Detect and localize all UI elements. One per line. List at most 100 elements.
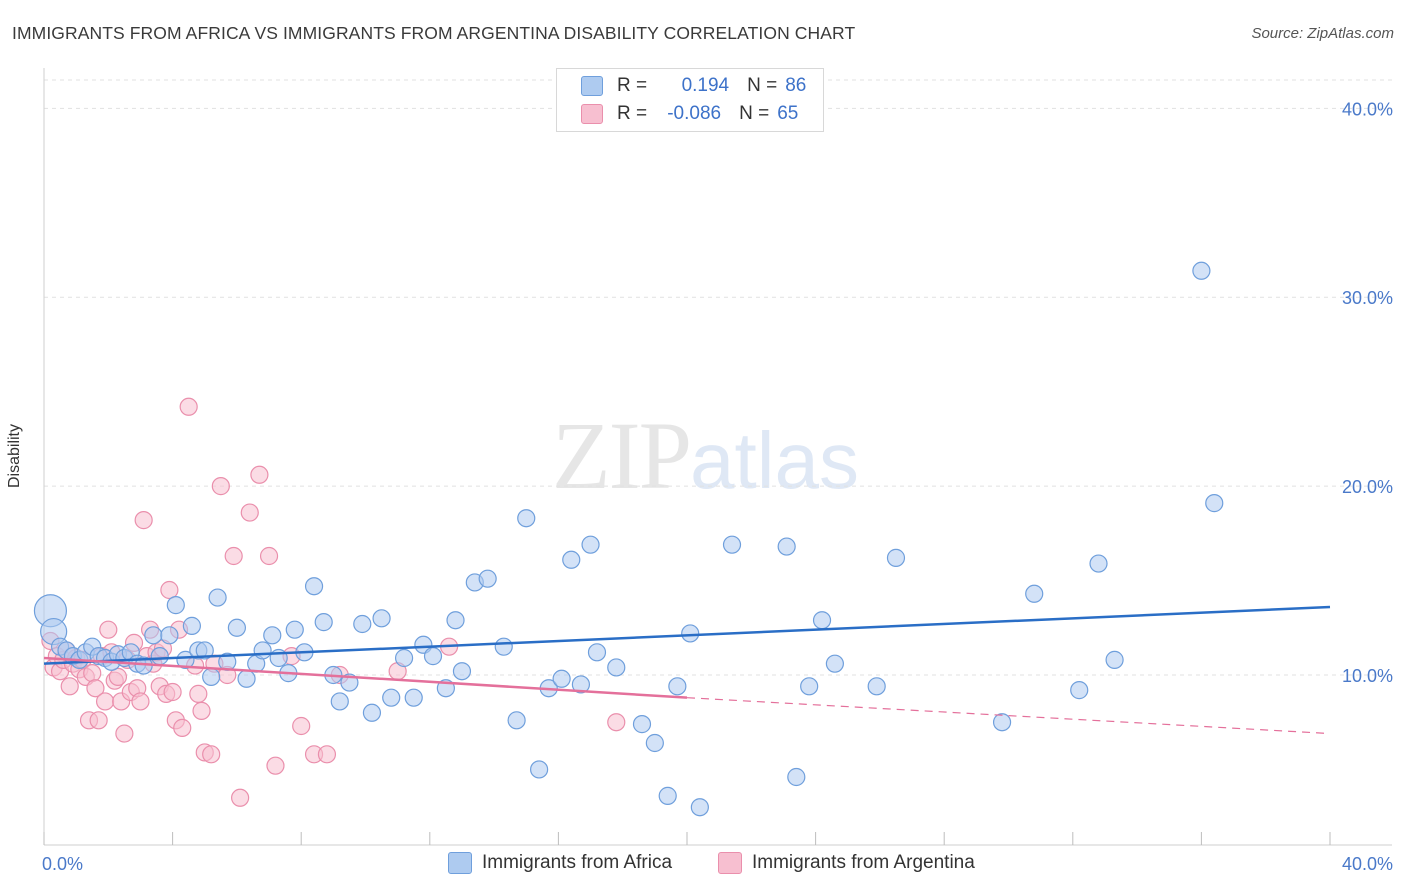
tick-labels: 10.0% 20.0% 30.0% 40.0% 0.0% 40.0% xyxy=(42,99,1393,874)
point-argentina xyxy=(240,503,259,522)
legend-r-label: R = xyxy=(617,103,648,124)
point-africa xyxy=(423,647,443,666)
point-africa xyxy=(330,692,349,711)
legend-n-value: 86 xyxy=(785,75,807,96)
point-africa xyxy=(552,669,571,688)
x-tick-label: 40.0% xyxy=(1342,854,1393,874)
legend-row-argentina: R = -0.086 N = 65 xyxy=(581,102,798,126)
x-tick-label: 0.0% xyxy=(42,854,83,874)
point-argentina xyxy=(108,667,128,686)
point-africa xyxy=(394,648,414,668)
chart-source: Source: ZipAtlas.com xyxy=(1251,25,1394,42)
point-africa xyxy=(581,535,600,554)
point-africa xyxy=(645,733,664,753)
legend-n-label: N = xyxy=(747,75,778,96)
trend-line-argentina-extension xyxy=(686,697,1331,735)
y-tick-label: 40.0% xyxy=(1342,99,1393,119)
point-africa xyxy=(992,713,1012,732)
watermark-atlas: atlas xyxy=(690,416,859,505)
point-africa xyxy=(632,715,652,734)
legend-label-argentina: Immigrants from Argentina xyxy=(752,852,975,873)
point-africa xyxy=(202,667,221,686)
trend-line-argentina xyxy=(43,656,688,699)
point-africa xyxy=(304,577,324,596)
point-africa xyxy=(800,677,819,696)
point-africa xyxy=(362,703,382,722)
y-tick-label: 30.0% xyxy=(1342,288,1393,308)
point-africa xyxy=(182,616,201,635)
point-africa xyxy=(812,611,832,630)
point-argentina xyxy=(607,713,626,732)
point-argentina xyxy=(189,684,208,703)
point-africa xyxy=(658,786,677,805)
trend-line-africa xyxy=(43,605,1331,665)
point-africa xyxy=(562,550,581,569)
point-africa xyxy=(404,688,423,707)
point-argentina xyxy=(250,465,269,484)
point-africa xyxy=(517,509,536,528)
point-africa xyxy=(1192,261,1211,280)
point-africa xyxy=(195,641,214,660)
point-argentina xyxy=(95,692,115,711)
point-africa xyxy=(690,798,709,817)
point-argentina xyxy=(266,756,285,775)
point-africa xyxy=(1070,681,1089,700)
point-africa xyxy=(253,641,272,660)
point-africa xyxy=(353,614,372,634)
point-africa xyxy=(285,620,304,639)
watermark: ZIPatlas xyxy=(552,400,859,511)
legend-item-africa[interactable]: Immigrants from Africa xyxy=(448,852,672,874)
point-argentina xyxy=(224,546,243,566)
point-africa xyxy=(160,626,179,645)
point-argentina xyxy=(134,511,153,530)
point-africa xyxy=(150,647,169,666)
point-argentina xyxy=(211,477,230,496)
legend-n-value: 65 xyxy=(777,103,799,124)
point-africa xyxy=(227,618,246,637)
point-africa xyxy=(263,626,282,645)
point-argentina xyxy=(115,724,134,743)
points-argentina xyxy=(41,397,626,807)
points-africa xyxy=(33,261,1224,817)
point-africa xyxy=(530,760,549,779)
point-argentina xyxy=(173,718,192,737)
watermark-zip: ZIP xyxy=(552,402,692,509)
y-tick-label: 10.0% xyxy=(1342,666,1393,686)
point-africa xyxy=(867,677,886,696)
legend-swatch-africa xyxy=(581,76,603,96)
point-africa xyxy=(237,669,256,688)
point-africa xyxy=(787,767,806,787)
point-argentina xyxy=(317,745,337,764)
point-africa xyxy=(1205,494,1224,513)
point-africa xyxy=(382,688,401,707)
point-argentina xyxy=(292,716,311,736)
legend-r-value: 0.194 xyxy=(681,75,730,96)
point-africa xyxy=(176,650,195,669)
point-argentina xyxy=(231,788,250,807)
series-legend: Immigrants from Africa Immigrants from A… xyxy=(0,852,1406,878)
point-africa xyxy=(452,662,472,681)
point-africa xyxy=(446,611,465,630)
legend-r-label: R = xyxy=(617,75,648,96)
chart-title: IMMIGRANTS FROM AFRICA VS IMMIGRANTS FRO… xyxy=(12,23,856,43)
point-africa xyxy=(1089,554,1108,573)
point-africa xyxy=(607,658,626,677)
legend-item-argentina[interactable]: Immigrants from Argentina xyxy=(718,852,975,874)
point-africa xyxy=(777,537,796,556)
point-africa xyxy=(166,596,185,615)
point-argentina xyxy=(163,682,182,702)
point-argentina xyxy=(99,620,118,639)
point-africa xyxy=(478,569,497,588)
point-argentina xyxy=(202,745,221,764)
grid-lines xyxy=(44,79,1392,676)
stats-legend: R = 0.194 N = 86 R = -0.086 N = 65 xyxy=(556,68,824,132)
point-argentina xyxy=(89,711,108,730)
point-africa xyxy=(1025,584,1044,603)
trend-lines xyxy=(43,605,1331,735)
legend-swatch-argentina xyxy=(718,852,742,874)
legend-n-label: N = xyxy=(739,103,770,124)
point-africa xyxy=(681,624,700,643)
point-argentina xyxy=(179,397,198,416)
point-argentina xyxy=(60,677,79,696)
